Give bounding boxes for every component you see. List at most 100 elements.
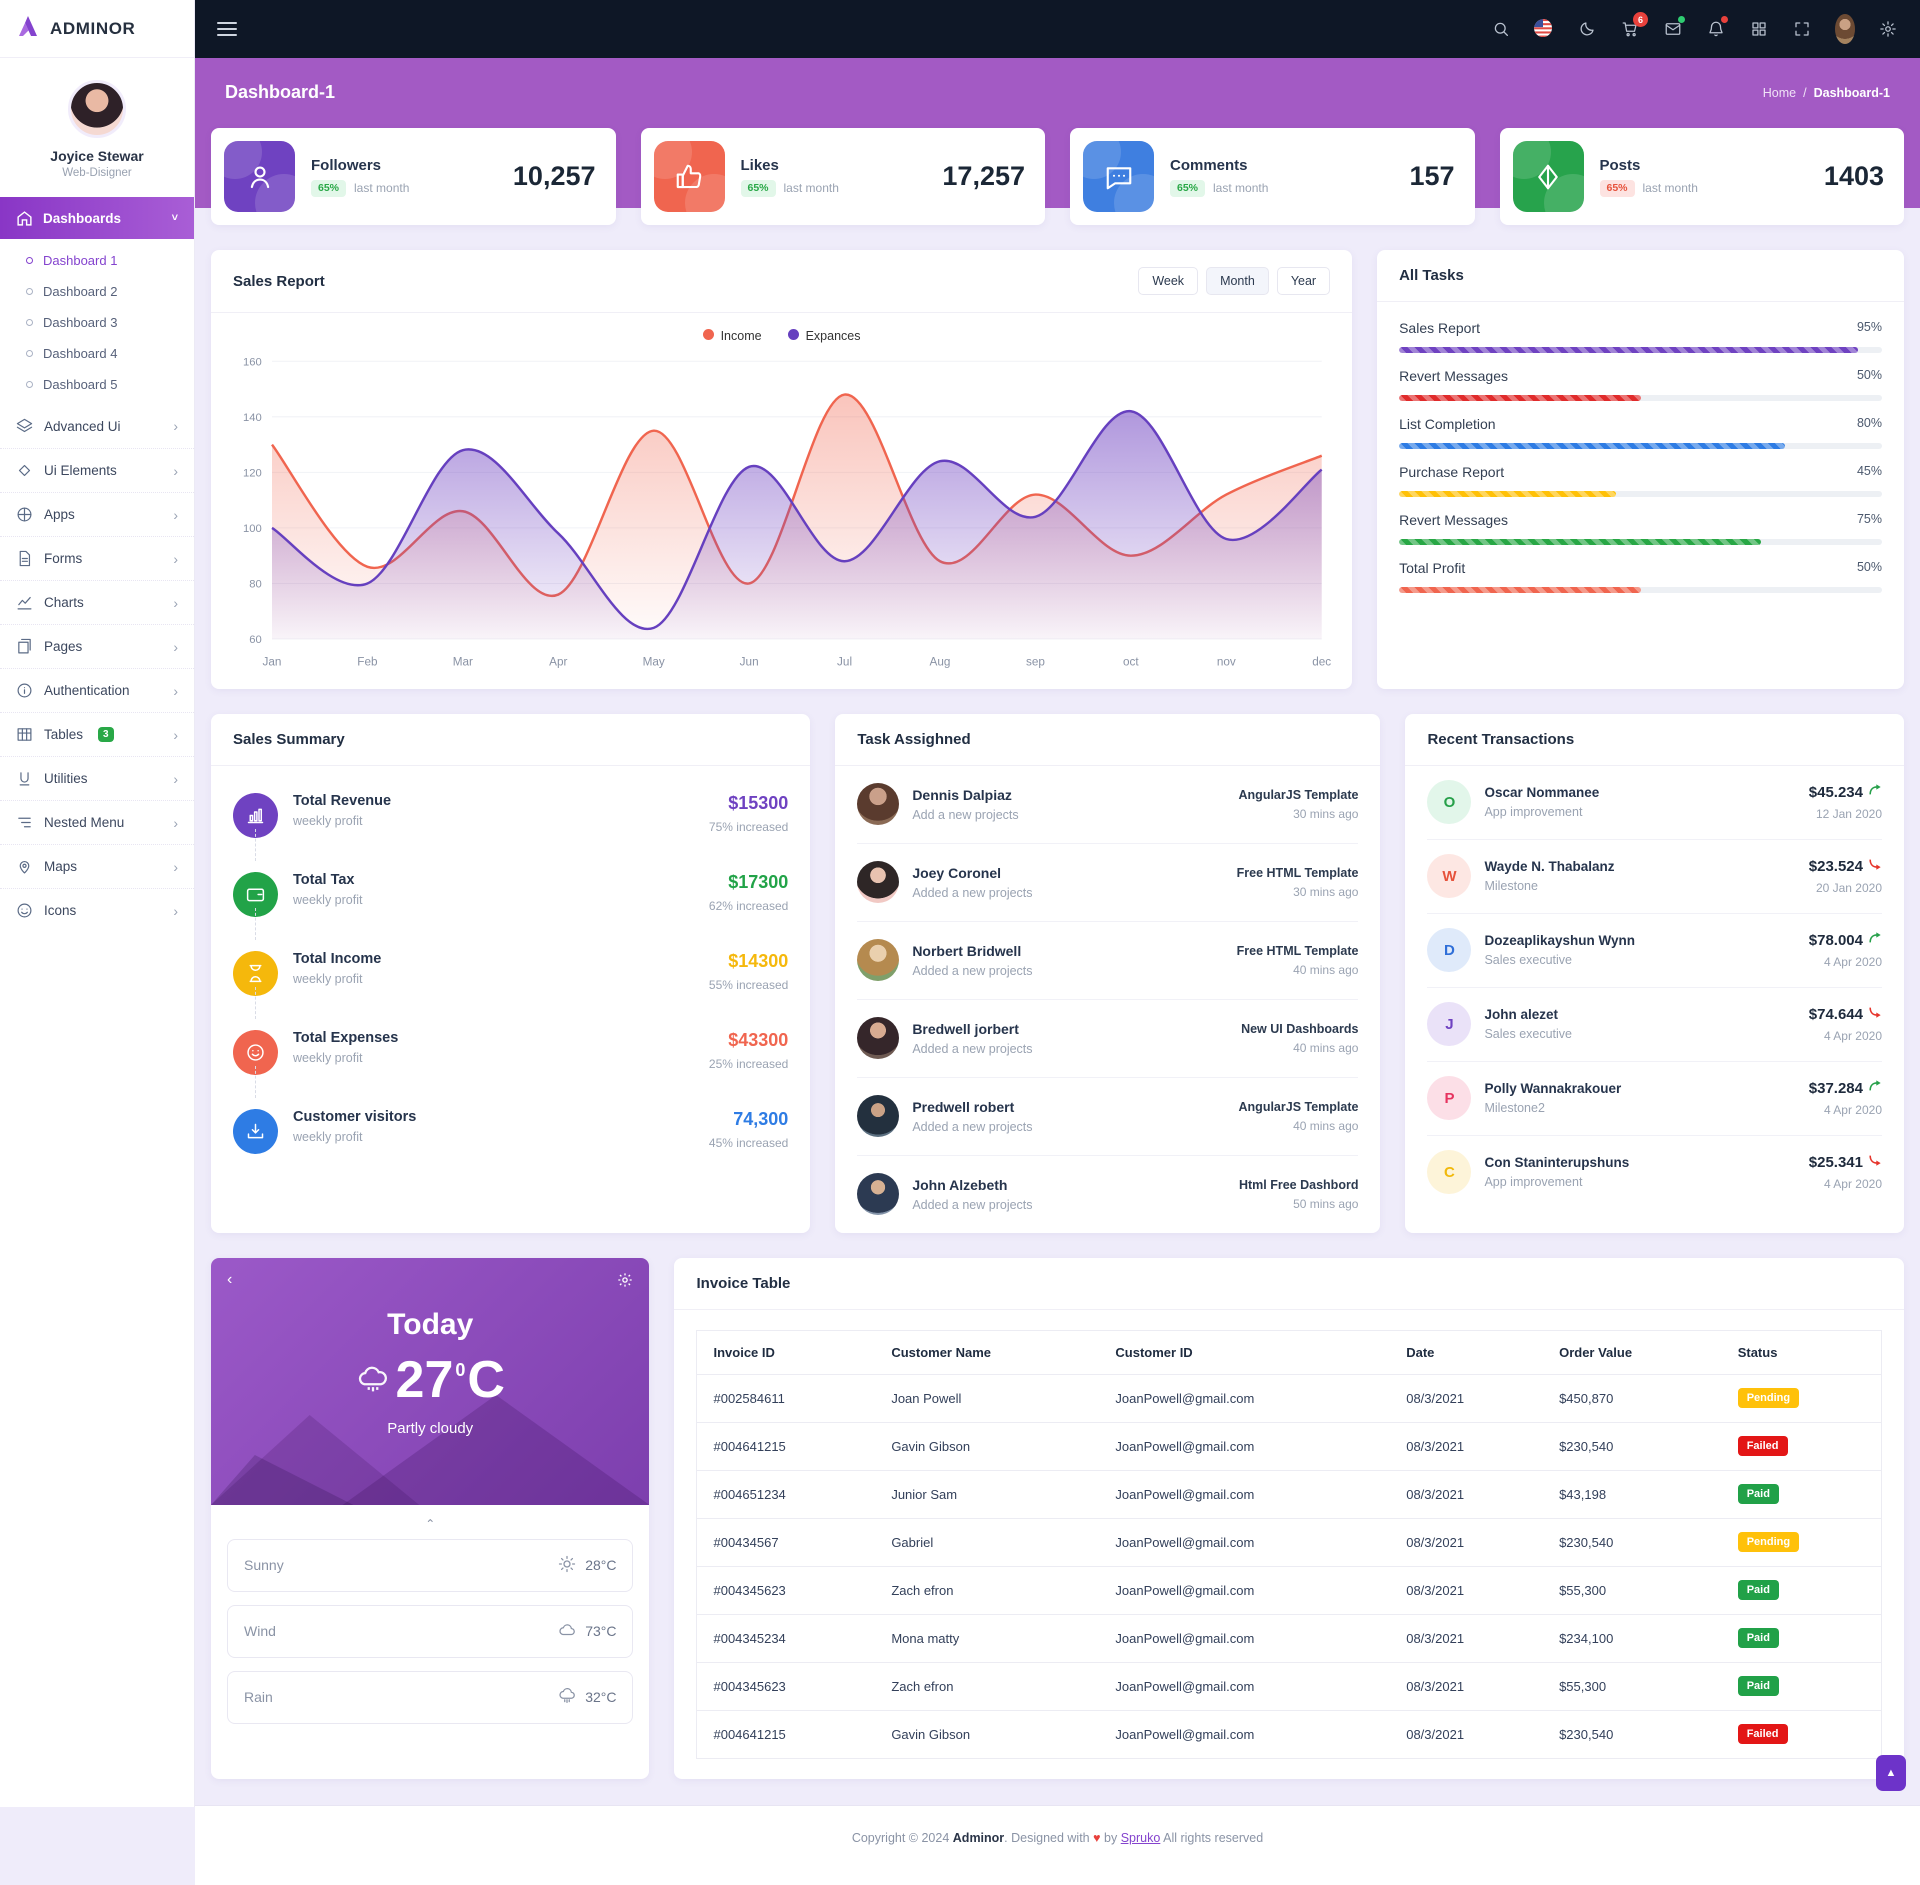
sidebar-item-authentication[interactable]: Authentication› <box>0 668 194 712</box>
svg-text:100: 100 <box>243 523 262 535</box>
sidebar-item-dashboards[interactable]: Dashboards ˅ <box>0 197 194 239</box>
sidebar-item-utilities[interactable]: Utilities› <box>0 756 194 800</box>
pages-icon <box>16 638 33 655</box>
transaction-date: 4 Apr 2020 <box>1809 1103 1882 1117</box>
bullet-icon <box>26 288 33 295</box>
arrow-up-icon <box>1868 1079 1882 1097</box>
grid-icon[interactable] <box>1749 19 1769 39</box>
sidebar-item-advanced-ui[interactable]: Advanced Ui› <box>0 404 194 448</box>
range-button-year[interactable]: Year <box>1277 267 1330 295</box>
avatar <box>857 939 899 981</box>
apps-icon <box>16 506 33 523</box>
mail-icon[interactable] <box>1663 19 1683 39</box>
invoice-cell-email: JoanPowell@gmail.com <box>1099 1662 1390 1710</box>
weather-condition: Partly cloudy <box>211 1420 649 1437</box>
sidebar-subitem-dashboard-4[interactable]: Dashboard 4 <box>0 338 194 369</box>
transaction-name: John alezet <box>1484 1007 1572 1022</box>
transaction-role: Milestone <box>1484 879 1614 893</box>
assigned-project: AngularJS Template <box>1239 788 1359 802</box>
transaction-amount: $37.284 <box>1809 1079 1882 1097</box>
kite-icon <box>1513 141 1584 212</box>
sidebar-item-forms[interactable]: Forms› <box>0 536 194 580</box>
summary-caption: weekly profit <box>293 1051 398 1065</box>
search-icon[interactable] <box>1491 19 1511 39</box>
sidebar-item-ui-elements[interactable]: Ui Elements› <box>0 448 194 492</box>
weather-settings-icon[interactable] <box>617 1272 633 1292</box>
footer-link[interactable]: Spruko <box>1121 1831 1161 1845</box>
weather-back-icon[interactable]: ‹ <box>227 1272 232 1292</box>
sidebar-subitem-dashboard-1[interactable]: Dashboard 1 <box>0 245 194 276</box>
avatar <box>857 861 899 903</box>
sidebar-item-pages[interactable]: Pages› <box>0 624 194 668</box>
range-button-month[interactable]: Month <box>1206 267 1269 295</box>
brand[interactable]: ADMINOR <box>0 0 194 58</box>
sidebar-subitem-dashboard-2[interactable]: Dashboard 2 <box>0 276 194 307</box>
range-button-week[interactable]: Week <box>1138 267 1198 295</box>
gear-icon[interactable] <box>1878 19 1898 39</box>
summary-label: Total Expenses <box>293 1030 398 1046</box>
hamburger-menu-icon[interactable] <box>217 18 237 40</box>
assigned-time: 50 mins ago <box>1239 1197 1358 1211</box>
profile-avatar[interactable] <box>68 80 126 138</box>
invoice-cell-id: #004345623 <box>697 1662 875 1710</box>
sidebar-item-label: Ui Elements <box>44 463 117 478</box>
sidebar-item-nested-menu[interactable]: Nested Menu› <box>0 800 194 844</box>
invoice-cell-name: Gavin Gibson <box>875 1422 1099 1470</box>
status-badge: Failed <box>1738 1436 1788 1456</box>
sidebar-item-apps[interactable]: Apps› <box>0 492 194 536</box>
invoice-cell-value: $230,540 <box>1543 1422 1722 1470</box>
breadcrumb-home[interactable]: Home <box>1763 86 1796 100</box>
us-flag-icon[interactable] <box>1534 19 1554 39</box>
bell-icon[interactable] <box>1706 19 1726 39</box>
fullscreen-icon[interactable] <box>1792 19 1812 39</box>
cart-icon[interactable]: 6 <box>1620 19 1640 39</box>
scroll-to-top-button[interactable]: ▲ <box>1876 1755 1906 1791</box>
avatar[interactable] <box>1835 19 1855 39</box>
assigned-action: Added a new projects <box>912 964 1032 978</box>
sidebar-subitem-dashboard-3[interactable]: Dashboard 3 <box>0 307 194 338</box>
invoice-cell-id: #002584611 <box>697 1374 875 1422</box>
chevron-down-icon: ˅ <box>172 212 178 224</box>
sidebar-subitem-dashboard-5[interactable]: Dashboard 5 <box>0 369 194 400</box>
transaction-avatar: C <box>1427 1150 1471 1194</box>
assigned-project: Free HTML Template <box>1237 944 1359 958</box>
sidebar-item-maps[interactable]: Maps› <box>0 844 194 888</box>
sidebar-item-label: Charts <box>44 595 84 610</box>
task-label: Total Profit <box>1399 560 1465 576</box>
stat-label: Comments <box>1170 157 1268 174</box>
summary-caption: weekly profit <box>293 1130 416 1144</box>
chevron-up-icon[interactable]: ⌃ <box>211 1505 649 1533</box>
sidebar-item-icons[interactable]: Icons› <box>0 888 194 932</box>
moon-icon[interactable] <box>1577 19 1597 39</box>
sidebar-item-charts[interactable]: Charts› <box>0 580 194 624</box>
transaction-amount: $78.004 <box>1809 931 1882 949</box>
